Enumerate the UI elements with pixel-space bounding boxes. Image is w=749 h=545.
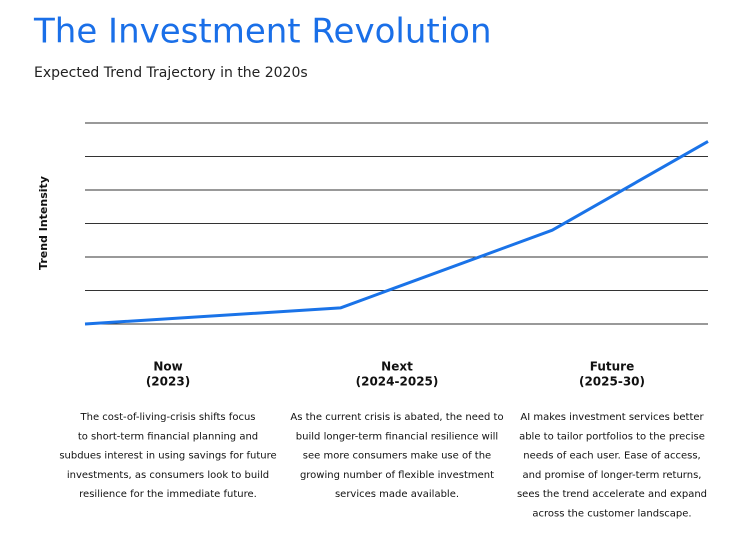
- phase-description: across the customer landscape.: [532, 509, 691, 520]
- phase-description: As the current crisis is abated, the nee…: [290, 412, 503, 423]
- phase-description: subdues interest in using savings for fu…: [59, 451, 276, 462]
- phase-title: Future: [590, 360, 634, 374]
- chart-title: The Investment Revolution: [33, 12, 492, 52]
- phase-description: build longer-term financial resilience w…: [296, 431, 498, 442]
- phase-description: needs of each user. Ease of access,: [523, 451, 700, 462]
- phase-period: (2025-30): [579, 375, 645, 389]
- phase-description: sees the trend accelerate and expand: [517, 489, 707, 500]
- phase-description: AI makes investment services better: [520, 412, 704, 423]
- phase-description: resilience for the immediate future.: [79, 489, 257, 500]
- chart-subtitle: Expected Trend Trajectory in the 2020s: [34, 65, 308, 81]
- y-axis-label: Trend Intensity: [37, 176, 50, 270]
- phase-description: services made available.: [335, 489, 459, 500]
- phase-title: Next: [381, 360, 413, 374]
- phase-period: (2024-2025): [356, 375, 439, 389]
- phase-description: investments, as consumers look to build: [67, 470, 269, 481]
- phase-description: and promise of longer-term returns,: [523, 470, 702, 481]
- phase-description: The cost-of-living-crisis shifts focus: [80, 412, 256, 423]
- phase-description: growing number of flexible investment: [300, 470, 494, 481]
- phase-description: see more consumers make use of the: [303, 451, 491, 462]
- phase-description: to short-term financial planning and: [78, 431, 258, 442]
- phase-description: able to tailor portfolios to the precise: [519, 431, 705, 442]
- phase-title: Now: [153, 360, 182, 374]
- line: [84, 140, 709, 326]
- phase-period: (2023): [146, 375, 190, 389]
